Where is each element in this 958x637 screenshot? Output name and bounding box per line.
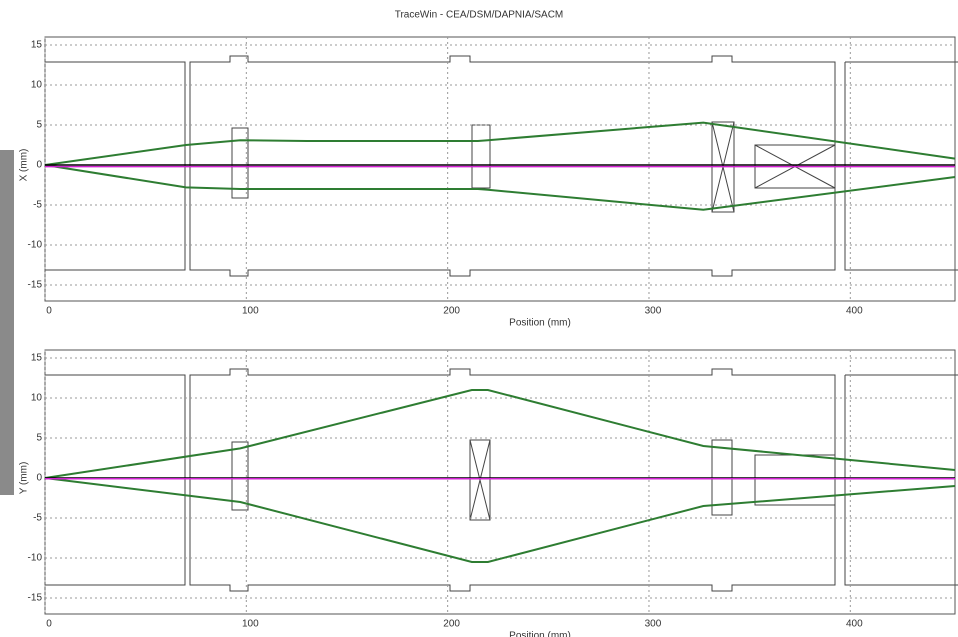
x-tick-label: 400 [846, 306, 863, 317]
y-tick-label: 5 [36, 433, 42, 444]
y-tick-label: 0 [36, 473, 42, 484]
y-tick-label: -15 [28, 280, 43, 291]
x-tick-label: 0 [46, 619, 52, 630]
x-tick-label: 300 [645, 619, 662, 630]
envelope-line [45, 478, 955, 562]
plot-frame [45, 37, 955, 301]
y-axis-label: Y (mm) [19, 462, 30, 495]
x-tick-label: 200 [443, 619, 460, 630]
x-axis-label: Position (mm) [509, 318, 571, 329]
envelope-line [45, 390, 955, 478]
x-tick-label: 100 [242, 619, 259, 630]
x-tick-label: 400 [846, 619, 863, 630]
screenshot: TraceWin - CEA/DSM/DAPNIA/SACM 010020030… [0, 0, 958, 637]
envelope-line [45, 123, 955, 165]
y-tick-label: -15 [28, 593, 43, 604]
x-tick-label: 0 [46, 306, 52, 317]
plot-frame [45, 350, 955, 614]
y-axis-label: X (mm) [19, 149, 30, 182]
y-tick-label: 0 [36, 160, 42, 171]
title: TraceWin - CEA/DSM/DAPNIA/SACM [395, 10, 564, 21]
y-tick-label: 15 [31, 353, 43, 364]
x-tick-label: 100 [242, 306, 259, 317]
y-tick-label: 10 [31, 393, 43, 404]
x-tick-label: 300 [645, 306, 662, 317]
y-tick-label: 5 [36, 120, 42, 131]
side-photo [0, 150, 14, 495]
x-axis-label: Position (mm) [509, 631, 571, 637]
x-tick-label: 200 [443, 306, 460, 317]
envelope-line [45, 165, 955, 210]
y-tick-label: -10 [28, 240, 43, 251]
y-tick-label: 10 [31, 80, 43, 91]
y-tick-label: -10 [28, 553, 43, 564]
y-tick-label: -5 [33, 200, 42, 211]
y-tick-label: -5 [33, 513, 42, 524]
y-tick-label: 15 [31, 40, 43, 51]
